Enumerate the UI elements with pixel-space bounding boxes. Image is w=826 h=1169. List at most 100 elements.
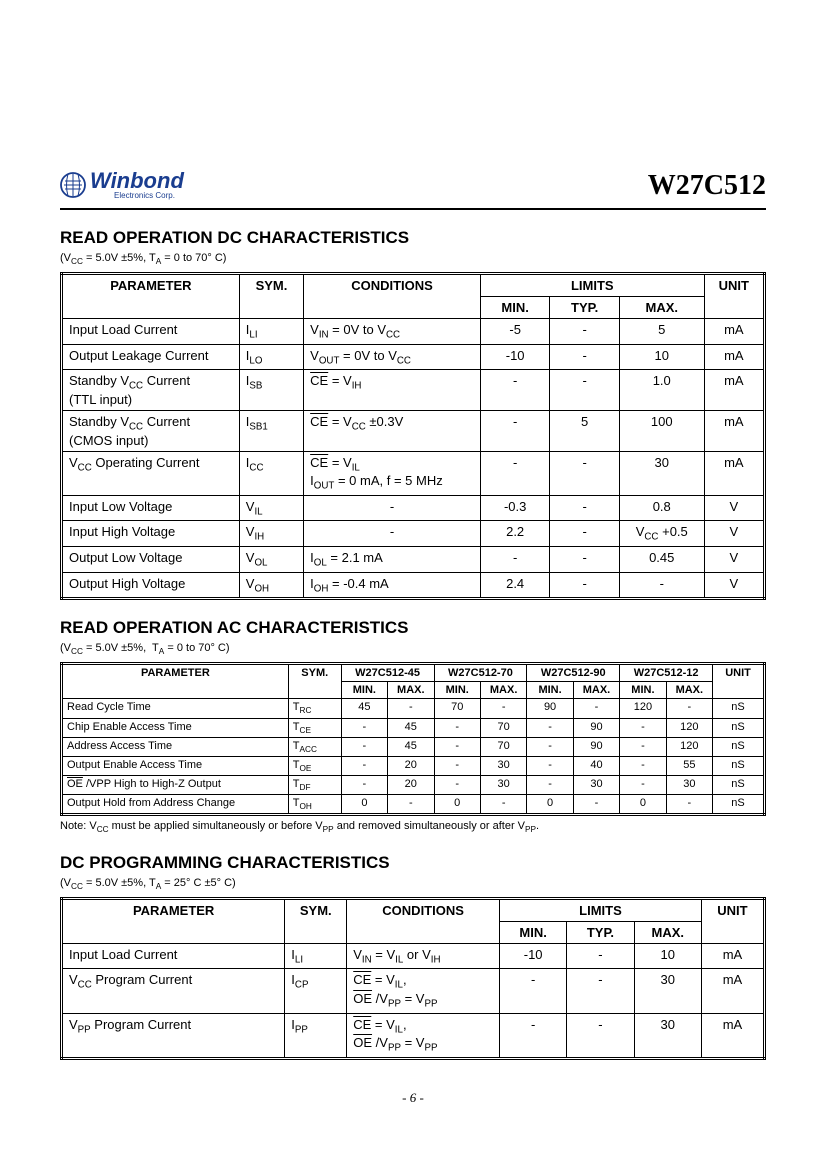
- val-cell: 30: [480, 756, 526, 775]
- param-cell: Read Cycle Time: [62, 699, 289, 718]
- col-p70: W27C512-70: [434, 664, 527, 682]
- max-cell: VCC +0.5: [619, 521, 704, 547]
- table-row: VCC Operating Current ICC CE = VILIOUT =…: [62, 451, 765, 495]
- min-cell: -: [500, 969, 567, 1013]
- cond-cell: CE = VIL,OE /VPP = VPP: [347, 969, 500, 1013]
- val-cell: 90: [573, 718, 619, 737]
- max-cell: 10: [619, 344, 704, 370]
- unit-cell: mA: [704, 319, 764, 345]
- min-cell: -5: [480, 319, 549, 345]
- unit-cell: nS: [713, 699, 765, 718]
- min-cell: -: [480, 410, 549, 451]
- param-cell: Standby VCC Current(TTL input): [62, 370, 240, 411]
- table-header-row: PARAMETER SYM. W27C512-45 W27C512-70 W27…: [62, 664, 765, 682]
- table-row: Read Cycle Time TRC 45 - 70 - 90 - 120 -…: [62, 699, 765, 718]
- unit-cell: mA: [704, 410, 764, 451]
- typ-cell: -: [550, 370, 619, 411]
- cond-cell: VOUT = 0V to VCC: [304, 344, 481, 370]
- logo-subtext: Electronics Corp.: [114, 191, 184, 200]
- unit-cell: mA: [704, 451, 764, 495]
- col-min: MIN.: [341, 682, 387, 699]
- col-parameter: PARAMETER: [62, 274, 240, 319]
- table-row: Output Hold from Address Change TOH 0 - …: [62, 795, 765, 815]
- val-cell: -: [527, 776, 573, 795]
- max-cell: 30: [634, 969, 701, 1013]
- cond-cell: VIN = VIL or VIH: [347, 943, 500, 969]
- cond-cell: VIN = 0V to VCC: [304, 319, 481, 345]
- val-cell: -: [480, 699, 526, 718]
- typ-cell: -: [550, 521, 619, 547]
- col-max: MAX.: [480, 682, 526, 699]
- param-cell: Input Load Current: [62, 319, 240, 345]
- val-cell: 0: [434, 795, 480, 815]
- max-cell: 0.8: [619, 495, 704, 521]
- col-unit: UNIT: [713, 664, 765, 699]
- section3-title: DC PROGRAMMING CHARACTERISTICS: [60, 853, 766, 873]
- unit-cell: mA: [704, 344, 764, 370]
- table-row: VCC Program Current ICP CE = VIL,OE /VPP…: [62, 969, 765, 1013]
- unit-cell: V: [704, 495, 764, 521]
- logo-icon: [60, 172, 86, 198]
- val-cell: -: [480, 795, 526, 815]
- val-cell: -: [620, 776, 666, 795]
- param-cell: Output High Voltage: [62, 572, 240, 599]
- val-cell: 0: [527, 795, 573, 815]
- col-parameter: PARAMETER: [62, 898, 285, 943]
- sym-cell: VIL: [239, 495, 303, 521]
- part-number: W27C512: [648, 170, 766, 202]
- sym-cell: VOH: [239, 572, 303, 599]
- col-min: MIN.: [620, 682, 666, 699]
- val-cell: 120: [620, 699, 666, 718]
- val-cell: -: [388, 795, 434, 815]
- typ-cell: -: [567, 1013, 634, 1058]
- param-cell: VCC Program Current: [62, 969, 285, 1013]
- param-cell: VPP Program Current: [62, 1013, 285, 1058]
- cond-cell: CE = VILIOUT = 0 mA, f = 5 MHz: [304, 451, 481, 495]
- cond-cell: CE = VIL,OE /VPP = VPP: [347, 1013, 500, 1058]
- typ-cell: -: [550, 451, 619, 495]
- table-row: Output Enable Access Time TOE - 20 - 30 …: [62, 756, 765, 775]
- max-cell: 30: [619, 451, 704, 495]
- page-header: W27C512 Winbond Electronics Corp.: [60, 170, 766, 200]
- sym-cell: TCE: [288, 718, 341, 737]
- col-p90: W27C512-90: [527, 664, 620, 682]
- sym-cell: VOL: [239, 546, 303, 572]
- unit-cell: V: [704, 521, 764, 547]
- table-row: Input High Voltage VIH - 2.2 - VCC +0.5 …: [62, 521, 765, 547]
- table-row: Output Leakage Current ILO VOUT = 0V to …: [62, 344, 765, 370]
- typ-cell: -: [567, 969, 634, 1013]
- val-cell: -: [666, 795, 712, 815]
- table-row: Input Low Voltage VIL - -0.3 - 0.8 V: [62, 495, 765, 521]
- sym-cell: TRC: [288, 699, 341, 718]
- unit-cell: V: [704, 546, 764, 572]
- val-cell: -: [527, 737, 573, 756]
- val-cell: 120: [666, 737, 712, 756]
- table-row: Output Low Voltage VOL IOL = 2.1 mA - - …: [62, 546, 765, 572]
- cond-cell: -: [304, 495, 481, 521]
- val-cell: -: [620, 756, 666, 775]
- min-cell: -10: [500, 943, 567, 969]
- max-cell: 10: [634, 943, 701, 969]
- val-cell: 20: [388, 776, 434, 795]
- col-max: MAX.: [388, 682, 434, 699]
- param-cell: VCC Operating Current: [62, 451, 240, 495]
- val-cell: -: [434, 776, 480, 795]
- table-row: Standby VCC Current(CMOS input) ISB1 CE …: [62, 410, 765, 451]
- min-cell: -10: [480, 344, 549, 370]
- typ-cell: -: [550, 495, 619, 521]
- val-cell: 55: [666, 756, 712, 775]
- section1-title: READ OPERATION DC CHARACTERISTICS: [60, 228, 766, 248]
- cond-cell: IOH = -0.4 mA: [304, 572, 481, 599]
- col-limits: LIMITS: [500, 898, 702, 921]
- unit-cell: nS: [713, 756, 765, 775]
- table-row: VPP Program Current IPP CE = VIL,OE /VPP…: [62, 1013, 765, 1058]
- col-sym: SYM.: [285, 898, 347, 943]
- col-conditions: CONDITIONS: [347, 898, 500, 943]
- val-cell: -: [573, 795, 619, 815]
- logo-text-block: Winbond Electronics Corp.: [90, 170, 184, 200]
- sym-cell: TOE: [288, 756, 341, 775]
- unit-cell: nS: [713, 776, 765, 795]
- col-min: MIN.: [527, 682, 573, 699]
- sym-cell: ISB1: [239, 410, 303, 451]
- max-cell: 0.45: [619, 546, 704, 572]
